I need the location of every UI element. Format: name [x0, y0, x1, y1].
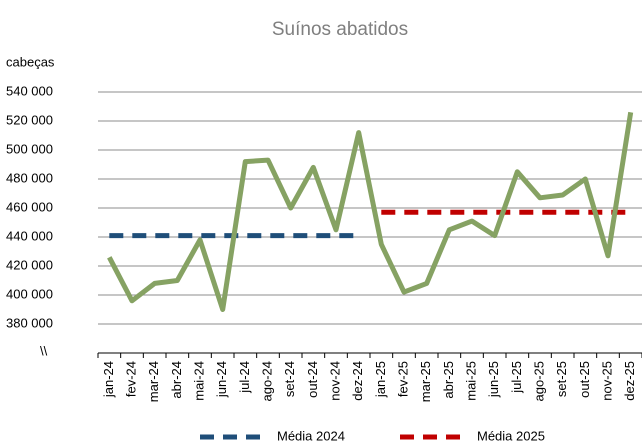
x-tick-label: fev-24: [123, 361, 138, 397]
x-tick-label: nov-25: [599, 361, 614, 401]
legend-label: Média 2024: [277, 428, 345, 443]
x-tick-label: nov-24: [327, 361, 342, 401]
y-tick-label: 520 000: [6, 112, 53, 127]
y-axis-label: cabeças: [6, 54, 55, 69]
x-tick-label: mar-24: [146, 361, 161, 402]
x-tick-label: set-25: [554, 361, 569, 397]
x-tick-label: jan-25: [373, 361, 388, 398]
y-tick-label: 440 000: [6, 228, 53, 243]
data-line: [107, 111, 634, 312]
x-tick-label: jul-24: [237, 361, 252, 394]
y-tick-label: 480 000: [6, 170, 53, 185]
x-tick-label: jul-25: [509, 361, 524, 394]
axis-break: \\: [40, 343, 48, 358]
x-tick-label: dez-24: [350, 361, 365, 401]
y-tick-label: 380 000: [6, 315, 53, 330]
y-tick-label: 420 000: [6, 257, 53, 272]
x-tick-label: ago-24: [259, 361, 274, 401]
x-tick-label: abr-25: [441, 361, 456, 399]
y-tick-label: 540 000: [6, 83, 53, 98]
x-tick-label: out-25: [577, 361, 592, 398]
x-tick-label: abr-24: [169, 361, 184, 399]
x-tick-label: mar-25: [418, 361, 433, 402]
x-tick-label: out-24: [305, 361, 320, 398]
x-tick-label: ago-25: [531, 361, 546, 401]
y-tick-label: 500 000: [6, 141, 53, 156]
x-tick-label: set-24: [282, 361, 297, 397]
legend-label: Média 2025: [477, 428, 545, 443]
x-tick-label: jan-24: [101, 361, 116, 398]
x-tick-label: jun-25: [486, 361, 501, 398]
y-tick-label: 400 000: [6, 286, 53, 301]
chart-title: Suínos abatidos: [272, 19, 408, 40]
x-tick-label: dez-25: [622, 361, 637, 401]
x-tick-label: jun-24: [214, 361, 229, 398]
x-tick-label: fev-25: [395, 361, 410, 397]
x-tick-label: mai-24: [191, 361, 206, 401]
y-tick-label: 460 000: [6, 199, 53, 214]
x-tick-label: mai-25: [463, 361, 478, 401]
